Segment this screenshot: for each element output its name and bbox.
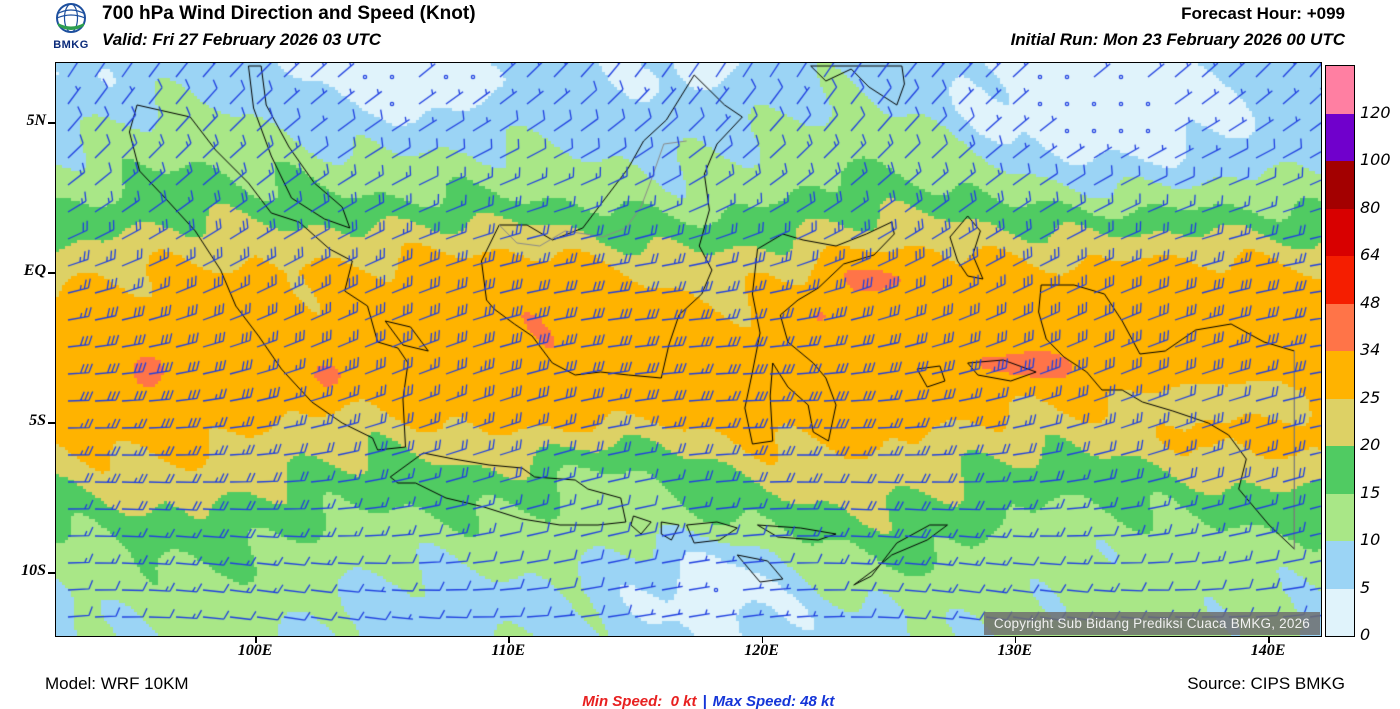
lon-axis-label: 130E <box>997 642 1033 659</box>
lat-axis-tick <box>48 122 55 124</box>
lon-axis-tick <box>508 636 510 643</box>
lon-axis-tick <box>1014 636 1017 643</box>
colorbar-segment <box>1326 398 1354 446</box>
model-label: Model: WRF 10KM <box>45 674 189 693</box>
colorbar-label: 120 <box>1360 102 1391 122</box>
colorbar-segment <box>1326 303 1354 351</box>
map-frame: Copyright Sub Bidang Prediksi Cuaca BMKG… <box>55 62 1322 637</box>
lat-axis-tick <box>48 272 55 274</box>
lat-axis-label: 5S <box>29 412 46 429</box>
lon-axis-label: 110E <box>491 642 526 659</box>
colorbar-label: 10 <box>1360 530 1381 549</box>
colorbar-label: 34 <box>1360 340 1381 359</box>
colorbar-label: 20 <box>1360 435 1381 454</box>
colorbar-segment <box>1326 161 1354 209</box>
colorbar-label: 15 <box>1360 482 1381 502</box>
lat-axis-label: 10S <box>21 562 46 579</box>
bmkg-logo: BMKG <box>44 2 98 51</box>
lat-axis-label: EQ <box>23 262 46 279</box>
colorbar-label: 100 <box>1360 150 1391 169</box>
lon-axis-tick <box>255 636 257 643</box>
colorbar-label: 80 <box>1360 197 1381 217</box>
valid-time: Valid: Fri 27 February 2026 03 UTC <box>102 30 382 49</box>
initial-run: Initial Run: Mon 23 February 2026 00 UTC <box>1010 30 1345 49</box>
lat-axis-tick <box>48 422 55 424</box>
lon-axis-tick <box>1268 636 1270 643</box>
speed-info: Min Speed: 0 kt | Max Speed: 48 kt <box>566 676 835 709</box>
colorbar-segment <box>1326 113 1354 161</box>
colorbar-label: 48 <box>1360 292 1381 312</box>
source-label: Source: CIPS BMKG <box>1187 674 1345 693</box>
colorbar-segment <box>1326 351 1354 399</box>
bmkg-logo-label: BMKG <box>53 39 89 51</box>
colorbar-segment <box>1326 208 1354 256</box>
wind-speed-colorbar <box>1325 65 1355 637</box>
page-title: 700 hPa Wind Direction and Speed (Knot) <box>102 3 476 24</box>
min-speed-label: Min Speed: 0 kt <box>582 693 697 709</box>
wind-map-canvas <box>56 63 1321 636</box>
colorbar-segment <box>1326 256 1354 304</box>
colorbar-label: 64 <box>1360 245 1381 264</box>
lon-axis-tick <box>761 636 764 643</box>
max-speed-label: Max Speed: 48 kt <box>712 693 835 709</box>
colorbar-segment <box>1326 493 1354 541</box>
speed-separator: | <box>702 693 707 709</box>
bmkg-logo-icon <box>56 3 86 33</box>
lat-axis-tick <box>48 572 55 574</box>
colorbar-label: 5 <box>1360 577 1371 597</box>
colorbar-segment <box>1326 66 1354 114</box>
colorbar-segment <box>1326 446 1354 494</box>
forecast-hour: Forecast Hour: +099 <box>1181 4 1345 23</box>
lat-axis-label: 5N <box>26 112 46 129</box>
lon-axis-label: 120E <box>744 642 779 659</box>
colorbar-label: 0 <box>1360 625 1371 644</box>
colorbar-segment <box>1326 541 1354 589</box>
lon-axis-label: 140E <box>1250 642 1286 659</box>
copyright-notice: Copyright Sub Bidang Prediksi Cuaca BMKG… <box>983 612 1320 635</box>
lon-axis-label: 100E <box>237 642 273 659</box>
colorbar-segment <box>1326 588 1354 636</box>
colorbar-label: 25 <box>1360 387 1381 407</box>
